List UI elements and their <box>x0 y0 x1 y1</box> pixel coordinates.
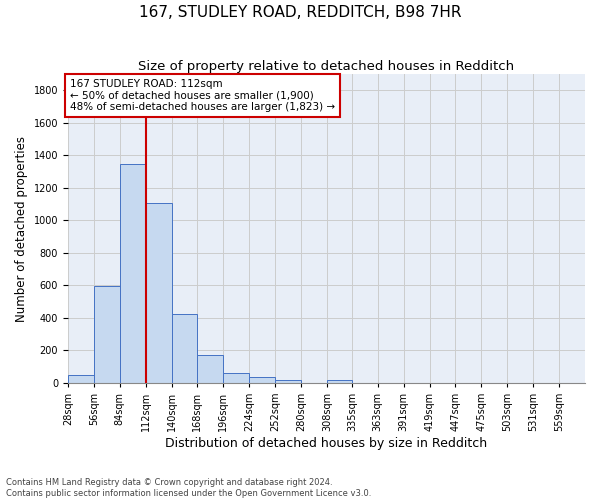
X-axis label: Distribution of detached houses by size in Redditch: Distribution of detached houses by size … <box>166 437 488 450</box>
Bar <box>249 377 275 383</box>
Text: 167, STUDLEY ROAD, REDDITCH, B98 7HR: 167, STUDLEY ROAD, REDDITCH, B98 7HR <box>139 5 461 20</box>
Bar <box>68 375 94 383</box>
Title: Size of property relative to detached houses in Redditch: Size of property relative to detached ho… <box>139 60 515 73</box>
Bar <box>172 314 197 383</box>
Text: 167 STUDLEY ROAD: 112sqm
← 50% of detached houses are smaller (1,900)
48% of sem: 167 STUDLEY ROAD: 112sqm ← 50% of detach… <box>70 79 335 112</box>
Bar <box>146 202 172 383</box>
Y-axis label: Number of detached properties: Number of detached properties <box>15 136 28 322</box>
Bar <box>275 380 301 383</box>
Bar <box>94 286 120 383</box>
Bar <box>223 373 249 383</box>
Bar <box>197 356 223 383</box>
Bar <box>120 164 146 383</box>
Text: Contains HM Land Registry data © Crown copyright and database right 2024.
Contai: Contains HM Land Registry data © Crown c… <box>6 478 371 498</box>
Bar <box>327 380 352 383</box>
